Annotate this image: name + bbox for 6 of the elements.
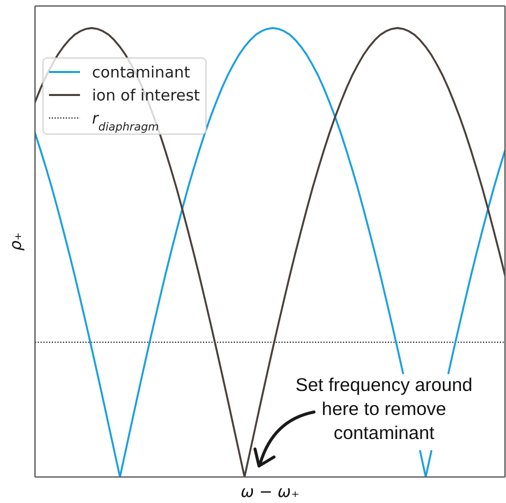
annotation: Set frequency around here to remove contaminant [296,374,472,443]
legend-label: contaminant [92,64,190,82]
x-axis-title: ω − ω₊ [240,482,300,501]
legend-label: ion of interest [92,86,200,104]
legend-label: r$_{diaphragm}$ [92,110,160,133]
y-axis-title: ρ₊ [6,232,25,251]
